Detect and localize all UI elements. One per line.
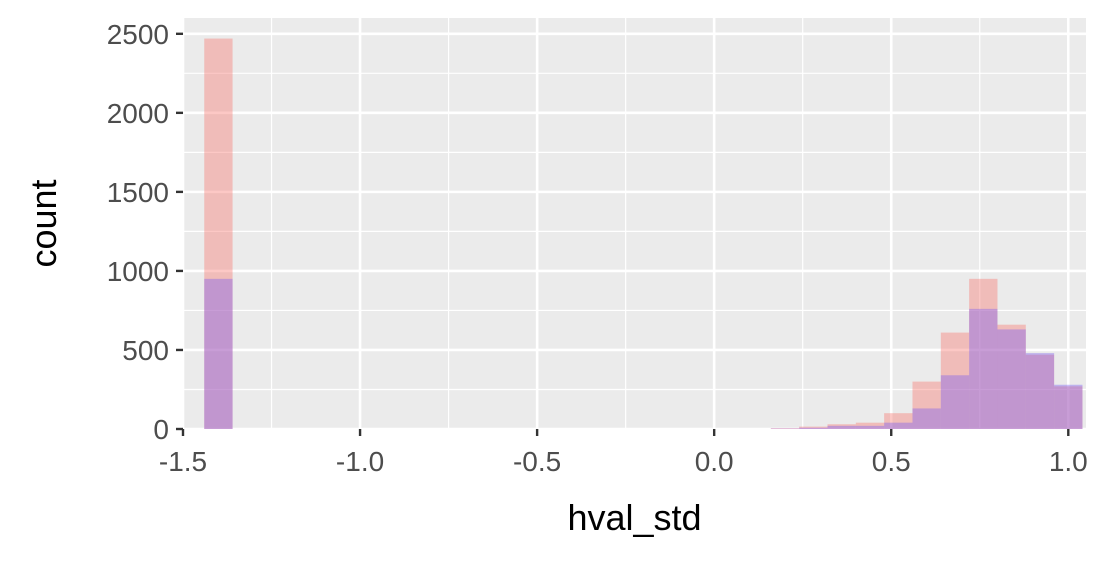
x-tick-label: 0.0 [695, 446, 734, 477]
histogram-bar-series-1 [770, 428, 800, 429]
histogram-bar-series-1 [912, 381, 941, 429]
x-tick-label: 1.0 [1049, 446, 1088, 477]
histogram-bar-series-2 [855, 425, 885, 429]
histogram-bar-series-1 [884, 413, 913, 429]
x-tick-label: -1.0 [336, 446, 384, 477]
y-tick-label: 1000 [107, 256, 169, 287]
y-tick-label: 2500 [107, 19, 169, 50]
bars [204, 38, 1083, 430]
histogram-bar-series-1 [827, 424, 856, 429]
histogram-bar-series-2 [799, 427, 828, 429]
histogram-bar-series-1 [799, 426, 828, 429]
y-tick-label: 1500 [107, 177, 169, 208]
histogram-bar-series-1 [969, 278, 998, 429]
y-tick-label: 500 [122, 335, 169, 366]
x-axis: -1.5 -1.0 -0.5 0.0 0.5 1.0 [159, 429, 1088, 477]
histogram-bar-series-2 [827, 425, 856, 429]
minor-grid [183, 18, 1086, 429]
histogram-bar-series-2 [940, 375, 970, 429]
histogram-bar-series-2 [912, 408, 941, 429]
x-axis-title: hval_std [567, 497, 701, 538]
histogram-bar-series-1 [940, 332, 970, 429]
histogram-bar-series-1 [1025, 354, 1055, 429]
histogram-bar-series-1 [1054, 386, 1083, 429]
histogram-bar-series-1 [855, 422, 885, 429]
histogram-bar-series-1 [997, 324, 1026, 429]
x-tick-label: -0.5 [513, 446, 561, 477]
histogram-bar-series-2 [204, 278, 233, 429]
histogram-bar-series-2 [1054, 384, 1083, 429]
y-tick-label: 2000 [107, 98, 169, 129]
y-axis-title: count [23, 179, 64, 267]
x-tick-label: 0.5 [872, 446, 911, 477]
histogram-bar-series-2 [969, 308, 998, 429]
major-grid [181, 18, 1086, 431]
histogram-bar-series-2 [997, 329, 1026, 429]
y-axis: 0 500 1000 1500 2000 2500 [107, 19, 183, 445]
histogram-bar-series-1 [204, 38, 233, 430]
y-tick-label: 0 [153, 414, 169, 445]
histogram-bar-series-2 [1025, 353, 1055, 429]
histogram-bar-series-2 [884, 422, 913, 429]
plot-panel [183, 18, 1086, 429]
x-tick-label: -1.5 [159, 446, 207, 477]
